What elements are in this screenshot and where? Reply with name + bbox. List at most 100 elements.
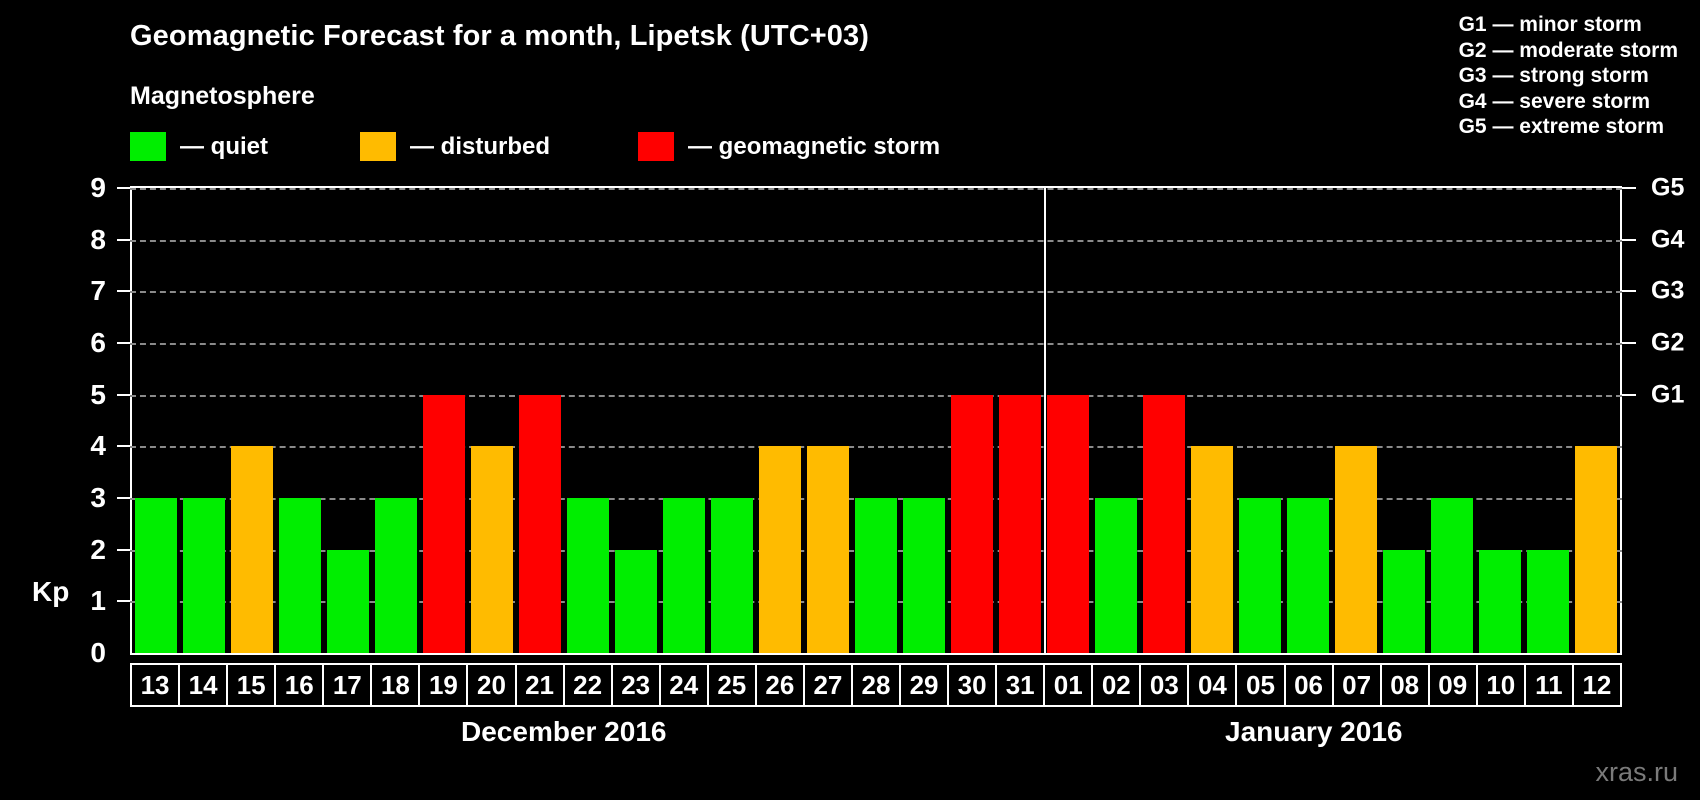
day-label-04[interactable]: 04	[1189, 665, 1238, 705]
bar-07[interactable]	[1335, 446, 1377, 653]
day-label-15[interactable]: 15	[228, 665, 277, 705]
bar-slot[interactable]	[516, 188, 564, 653]
bar-21[interactable]	[519, 394, 561, 653]
bar-31[interactable]	[999, 394, 1041, 653]
day-label-24[interactable]: 24	[661, 665, 709, 705]
legend-swatch-storm	[638, 132, 675, 161]
y-tick-mark-2	[117, 548, 130, 551]
bar-01[interactable]	[1047, 394, 1089, 653]
bar-slot[interactable]	[1380, 188, 1428, 653]
bar-30[interactable]	[951, 394, 993, 653]
bar-slot[interactable]	[1092, 188, 1140, 653]
bar-slot[interactable]	[1140, 188, 1188, 653]
bar-09[interactable]	[1431, 498, 1473, 653]
day-label-23[interactable]: 23	[613, 665, 661, 705]
bar-14[interactable]	[183, 498, 225, 653]
bar-18[interactable]	[375, 498, 417, 653]
day-label-09[interactable]: 09	[1430, 665, 1478, 705]
bar-20[interactable]	[471, 446, 513, 653]
day-label-13[interactable]: 13	[132, 665, 181, 705]
day-label-20[interactable]: 20	[468, 665, 517, 705]
bar-24[interactable]	[663, 498, 705, 653]
day-label-03[interactable]: 03	[1141, 665, 1190, 705]
bar-08[interactable]	[1383, 549, 1425, 653]
bar-slot[interactable]	[1476, 188, 1524, 653]
day-label-12[interactable]: 12	[1582, 669, 1612, 700]
bar-slot[interactable]	[324, 188, 372, 653]
bar-slot[interactable]	[660, 188, 708, 653]
bar-slot[interactable]	[948, 188, 996, 653]
bar-05[interactable]	[1239, 498, 1281, 653]
day-label-10[interactable]: 10	[1478, 665, 1526, 705]
day-label-06[interactable]: 06	[1286, 665, 1334, 705]
bar-slot[interactable]	[852, 188, 900, 653]
day-label-29[interactable]: 29	[901, 665, 950, 705]
bar-03[interactable]	[1143, 394, 1185, 653]
y-tick-label-2: 2	[90, 533, 106, 565]
bar-slot[interactable]	[1044, 188, 1092, 653]
bar-slot[interactable]	[756, 188, 804, 653]
day-label-28[interactable]: 28	[853, 665, 901, 705]
bar-slot[interactable]	[900, 188, 948, 653]
g-legend-row-g1: G1 — minor storm	[1458, 13, 1642, 36]
bar-22[interactable]	[567, 498, 609, 653]
legend-item-quiet: — quiet	[130, 132, 268, 161]
day-label-22[interactable]: 22	[565, 665, 613, 705]
day-label-25[interactable]: 25	[709, 665, 757, 705]
bar-16[interactable]	[279, 498, 321, 653]
bar-17[interactable]	[327, 549, 369, 653]
bar-02[interactable]	[1095, 498, 1137, 653]
bar-06[interactable]	[1287, 498, 1329, 653]
bar-04[interactable]	[1191, 446, 1233, 653]
bar-13[interactable]	[135, 498, 177, 653]
day-label-18[interactable]: 18	[372, 665, 421, 705]
day-label-07[interactable]: 07	[1334, 665, 1382, 705]
bar-19[interactable]	[423, 394, 465, 653]
day-label-05[interactable]: 05	[1237, 665, 1286, 705]
bar-25[interactable]	[711, 498, 753, 653]
bar-slot[interactable]	[1236, 188, 1284, 653]
day-label-26[interactable]: 26	[757, 665, 805, 705]
bar-slot[interactable]	[1572, 188, 1620, 653]
bar-26[interactable]	[759, 446, 801, 653]
bar-slot[interactable]	[276, 188, 324, 653]
bar-slot[interactable]	[1332, 188, 1380, 653]
bar-28[interactable]	[855, 498, 897, 653]
day-label-19[interactable]: 19	[420, 665, 469, 705]
day-label-21[interactable]: 21	[517, 665, 565, 705]
bar-slot[interactable]	[180, 188, 228, 653]
bar-11[interactable]	[1527, 549, 1569, 653]
bar-slot[interactable]	[1284, 188, 1332, 653]
bar-slot[interactable]	[468, 188, 516, 653]
bar-23[interactable]	[615, 549, 657, 653]
bar-slot[interactable]	[132, 188, 180, 653]
bar-slot[interactable]	[804, 188, 852, 653]
day-label-14[interactable]: 14	[180, 665, 229, 705]
bar-12[interactable]	[1575, 446, 1617, 653]
day-label-27[interactable]: 27	[805, 665, 853, 705]
g-tick-label-g5: G5	[1651, 173, 1685, 202]
bar-slot[interactable]	[372, 188, 420, 653]
bar-slot[interactable]	[708, 188, 756, 653]
day-label-30[interactable]: 30	[949, 665, 998, 705]
day-label-31[interactable]: 31	[997, 665, 1046, 705]
bar-slot[interactable]	[420, 188, 468, 653]
day-label-17[interactable]: 17	[324, 665, 373, 705]
bar-slot[interactable]	[564, 188, 612, 653]
bar-15[interactable]	[231, 446, 273, 653]
bar-slot[interactable]	[612, 188, 660, 653]
day-label-02[interactable]: 02	[1093, 665, 1142, 705]
day-label-01[interactable]: 01	[1045, 665, 1094, 705]
bar-slot[interactable]	[1524, 188, 1572, 653]
day-label-16[interactable]: 16	[276, 665, 325, 705]
bar-27[interactable]	[807, 446, 849, 653]
y-tick-label-3: 3	[90, 482, 106, 513]
bar-slot[interactable]	[996, 188, 1044, 653]
day-label-11[interactable]: 11	[1526, 665, 1574, 705]
bar-slot[interactable]	[1188, 188, 1236, 653]
bar-29[interactable]	[903, 498, 945, 653]
bar-slot[interactable]	[1428, 188, 1476, 653]
day-label-08[interactable]: 08	[1382, 665, 1430, 705]
bar-10[interactable]	[1479, 549, 1521, 653]
bar-slot[interactable]	[228, 188, 276, 653]
